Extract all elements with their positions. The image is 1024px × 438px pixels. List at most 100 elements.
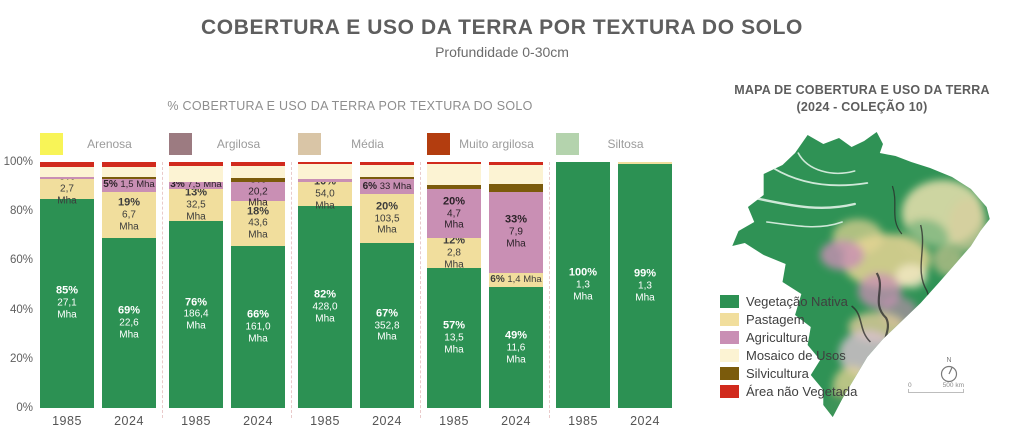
x-axis-year-label: 1985 bbox=[568, 414, 598, 428]
segment-label: 67% 352,8 Mha bbox=[374, 307, 400, 344]
segment-label: 57% 13,5 Mha bbox=[442, 319, 466, 356]
bar-segment bbox=[102, 166, 156, 177]
texture-swatch bbox=[40, 133, 63, 155]
compass-icon: N bbox=[936, 354, 962, 391]
bar-segment bbox=[427, 162, 481, 165]
bar-segment bbox=[169, 162, 223, 166]
map-legend-swatch bbox=[720, 331, 739, 344]
bar-group: 76% 186,4 Mha 13% 32,5 Mha 3% 7,5 Mha 1985 66%… bbox=[162, 162, 285, 428]
bar-segment bbox=[231, 165, 285, 179]
bar-segment: 8%20,2 Mha bbox=[231, 173, 285, 209]
map-legend-swatch bbox=[720, 313, 739, 326]
bar-stack: 99% 1,3 Mha bbox=[618, 162, 672, 408]
y-axis-tick-label: 100% bbox=[3, 156, 33, 168]
bar-segment bbox=[169, 165, 223, 182]
bar-stack: 67% 352,8 Mha 20% 103,5 Mha 6% 33 Mha bbox=[360, 162, 414, 408]
x-axis-year-label: 2024 bbox=[501, 414, 531, 428]
x-axis-year-label: 2024 bbox=[372, 414, 402, 428]
segment-label: 13% 32,5 Mha bbox=[184, 186, 208, 223]
bar-segment bbox=[427, 164, 481, 186]
svg-text:N: N bbox=[946, 357, 951, 364]
bar-segment: 18% 43,6 Mha bbox=[231, 201, 285, 246]
bar: 76% 186,4 Mha 13% 32,5 Mha 3% 7,5 Mha 1985 bbox=[169, 162, 223, 428]
y-axis-tick-label: 0% bbox=[16, 402, 33, 414]
texture-label: Muito argilosa bbox=[459, 137, 534, 151]
bar-segment: 99% 1,3 Mha bbox=[618, 164, 672, 408]
bar: 100% 1,3 Mha 1985 bbox=[556, 162, 610, 428]
bar-segment: 57% 13,5 Mha bbox=[427, 267, 481, 408]
map-legend: Vegetação Nativa Pastagem Agricultura Mosai… bbox=[720, 294, 857, 402]
bar: 69% 22,6 Mha 19% 6,7 Mha 5% 1,5 Mha 2024 bbox=[102, 162, 156, 428]
texture-swatch bbox=[298, 133, 321, 155]
map-legend-item: Vegetação Nativa bbox=[720, 294, 857, 309]
map-legend-label: Agricultura bbox=[746, 330, 809, 345]
segment-label: 33% 7,9 Mha bbox=[504, 213, 528, 250]
bar-pair: 57% 13,5 Mha 12% 2,8 Mha 20% 4,7 Mha 1985 49% 11… bbox=[427, 162, 543, 428]
bar-segment: 66% 161,0 Mha bbox=[231, 245, 285, 408]
texture-legend-item: Argilosa bbox=[169, 133, 285, 155]
bar-segment: 8%2,7 Mha bbox=[40, 171, 94, 207]
bar-segment: 10% 54,0 Mha bbox=[298, 176, 352, 211]
bar-segment: 69% 22,6 Mha bbox=[102, 238, 156, 408]
bar-segment bbox=[427, 185, 481, 190]
bar-segment: 6% 33 Mha bbox=[360, 179, 414, 194]
bar-stack: 85%27,1 Mha 8%2,7 Mha bbox=[40, 162, 94, 408]
bar-segment: 20% 4,7 Mha bbox=[427, 189, 481, 239]
bar: 57% 13,5 Mha 12% 2,8 Mha 20% 4,7 Mha 1985 bbox=[427, 162, 481, 428]
bar-segment bbox=[360, 164, 414, 177]
texture-label: Argilosa bbox=[216, 137, 261, 151]
bar-group: 57% 13,5 Mha 12% 2,8 Mha 20% 4,7 Mha 1985 49% 11… bbox=[420, 162, 543, 428]
segment-label: 100% 1,3 Mha bbox=[568, 266, 598, 303]
texture-label: Siltosa bbox=[607, 137, 644, 151]
segment-label: 12% 2,8 Mha bbox=[442, 234, 466, 271]
segment-label: 69% 22,6 Mha bbox=[117, 304, 141, 341]
texture-legend-item: Muito argilosa bbox=[427, 133, 543, 155]
bar-segment bbox=[40, 176, 94, 180]
bar-stack: 76% 186,4 Mha 13% 32,5 Mha 3% 7,5 Mha bbox=[169, 162, 223, 408]
bar-stack: 100% 1,3 Mha bbox=[556, 162, 610, 408]
map-title-line2: (2024 - COLEÇÃO 10) bbox=[796, 99, 928, 114]
rivers bbox=[752, 152, 869, 228]
bar-segment: 67% 352,8 Mha bbox=[360, 243, 414, 408]
bar-segment bbox=[102, 176, 156, 180]
y-axis-tick-label: 40% bbox=[9, 303, 33, 316]
page-title: COBERTURA E USO DA TERRA POR TEXTURA DO … bbox=[201, 16, 803, 39]
segment-label: 19% 6,7 Mha bbox=[117, 196, 141, 233]
map-panel: MAPA DE COBERTURA E USO DA TERRA (2024 -… bbox=[700, 82, 1024, 438]
texture-legend-item: Siltosa bbox=[556, 133, 672, 155]
stacked-bar-chart: 0% 20% 40% 60% 80% 100% 85%27,1 Mha 8%2,7 Mha 1… bbox=[4, 156, 680, 428]
bar-segment bbox=[298, 164, 352, 180]
bar-stack: 82% 428,0 Mha 10% 54,0 Mha bbox=[298, 162, 352, 408]
scale-distance: 500 km bbox=[942, 382, 964, 389]
map-legend-swatch bbox=[720, 385, 739, 398]
map-legend-label: Silvicultura bbox=[746, 366, 809, 381]
x-axis-year-label: 1985 bbox=[439, 414, 469, 428]
y-axis-tick-label: 20% bbox=[9, 352, 33, 365]
bar-segment bbox=[40, 162, 94, 167]
x-axis-year-label: 1985 bbox=[181, 414, 211, 428]
bar-segment bbox=[40, 166, 94, 177]
segment-label: 82% 428,0 Mha bbox=[312, 288, 338, 325]
bar-segment: 13% 32,5 Mha bbox=[169, 186, 223, 223]
bar-segment bbox=[618, 162, 672, 165]
bar-groups: 85%27,1 Mha 8%2,7 Mha 1985 69%22,6 Mha 19%6,… bbox=[40, 162, 680, 428]
bar-group: 85%27,1 Mha 8%2,7 Mha 1985 69%22,6 Mha 19%6,… bbox=[40, 162, 156, 428]
bar-segment: 6% 1,4 Mha bbox=[489, 272, 543, 288]
bar-pair: 82% 428,0 Mha 10% 54,0 Mha 1985 67% 352,8 Mha 2… bbox=[298, 162, 414, 428]
bar-group: 82% 428,0 Mha 10% 54,0 Mha 1985 67% 352,8 Mha 2… bbox=[291, 162, 414, 428]
bar-segment: 33% 7,9 Mha bbox=[489, 191, 543, 273]
bar: 49% 11,6 Mha 6% 1,4 Mha 33% 7,9 Mha 2024 bbox=[489, 162, 543, 428]
scale-line bbox=[908, 389, 964, 393]
map-title: MAPA DE COBERTURA E USO DA TERRA (2024 -… bbox=[700, 82, 1024, 116]
texture-legend-item: Média bbox=[298, 133, 414, 155]
texture-legend-item: Arenosa bbox=[40, 133, 156, 155]
map-legend-item: Agricultura bbox=[720, 330, 857, 345]
segment-label: 3% 7,5 Mha bbox=[170, 179, 222, 191]
bar-pair: 100% 1,3 Mha 1985 99% 1,3 Mha 2024 bbox=[556, 162, 672, 428]
map-legend-item: Mosaico de Usos bbox=[720, 348, 857, 363]
map-legend-swatch bbox=[720, 367, 739, 380]
bar-segment bbox=[231, 178, 285, 182]
bar-segment bbox=[298, 162, 352, 165]
map-legend-item: Pastagem bbox=[720, 312, 857, 327]
